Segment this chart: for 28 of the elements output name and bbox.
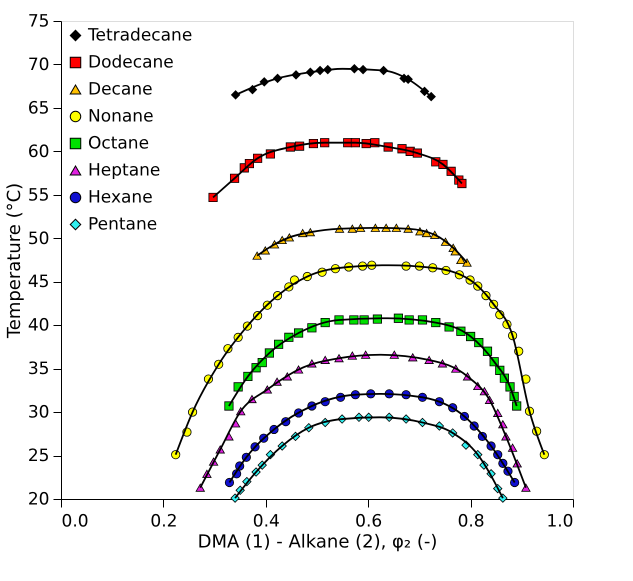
y-tick-label: 55 [28,185,50,206]
legend-label: Dodecane [88,52,174,72]
legend-label: Pentane [88,214,158,234]
x-tick-label: 0.4 [252,512,280,532]
y-tick-label: 75 [28,12,50,32]
y-tick-label: 60 [28,142,50,162]
legend-label: Heptane [88,160,160,180]
y-tick-label: 40 [28,316,50,336]
legend-label: Nonane [88,106,154,126]
y-tick-label: 25 [28,446,50,466]
x-tick-label: 1.0 [546,512,574,532]
y-tick-label: 35 [28,359,50,380]
y-tick-label: 70 [28,54,50,75]
x-axis-title: DMA (1) - Alkane (2), φ₂ (-) [198,532,438,552]
x-tick-label: 0.6 [355,512,382,532]
legend-label: Hexane [88,188,153,208]
x-tick-label: 0.2 [150,512,178,532]
x-tick-label: 0.8 [458,512,485,532]
y-tick-label: 50 [28,228,50,249]
y-tick-label: 20 [28,490,50,510]
legend-label: Tetradecane [87,26,192,46]
y-tick-label: 45 [28,272,50,292]
y-tick-label: 65 [28,98,50,118]
x-tick-label: 0.0 [62,512,89,532]
y-tick-label: 30 [28,402,50,423]
legend-label: Decane [88,80,153,100]
y-axis-title: Temperature (°C) [4,182,25,340]
legend-label: Octane [88,134,150,154]
